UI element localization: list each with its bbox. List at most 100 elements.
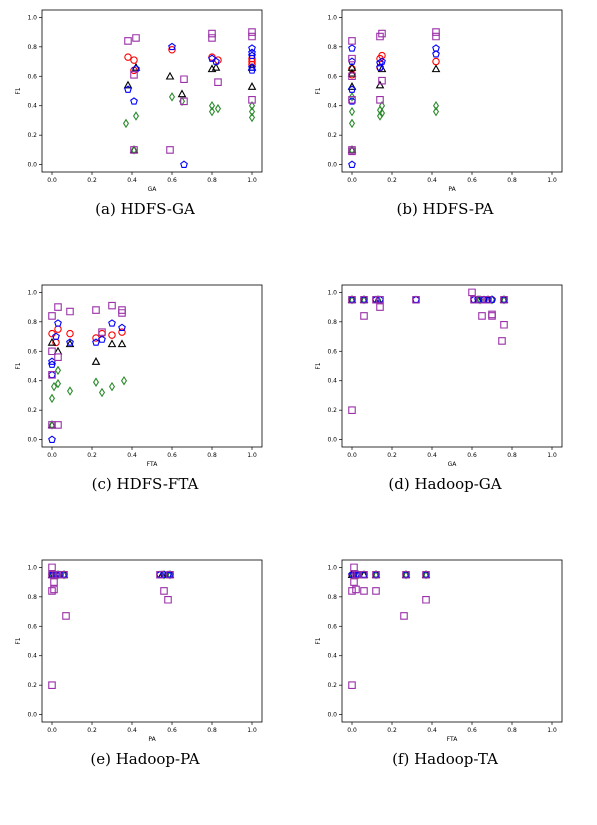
data-point-square <box>48 681 56 689</box>
chart-panel-2: 0.0 0.2 0.4 0.6 0.8 1.0 0.0 0.2 0.4 0.6 0.8 1.0 PA F1… <box>300 0 590 262</box>
y-tick-label: 0.6 <box>27 623 37 630</box>
data-point-pentagon <box>348 160 356 168</box>
data-point-square <box>376 295 384 304</box>
data-point-square <box>54 303 62 311</box>
x-tick-label: 0.4 <box>427 177 437 184</box>
data-point-circle <box>168 46 176 54</box>
data-point-pentagon <box>98 335 106 343</box>
data-point-square <box>248 96 256 104</box>
data-point-diamond <box>432 106 440 117</box>
data-point-circle <box>248 60 256 69</box>
data-point-pentagon <box>248 51 256 59</box>
data-point-square <box>48 312 56 320</box>
data-point-diamond <box>54 378 62 389</box>
y-tick-label: 0.8 <box>27 594 37 601</box>
axes-frame <box>41 9 263 173</box>
y-tick-label: 0.0 <box>27 712 37 719</box>
data-point-square <box>208 29 216 38</box>
data-point-square <box>350 563 358 572</box>
data-point-square <box>484 295 492 304</box>
data-point-square <box>54 353 62 361</box>
data-point-square <box>118 309 126 317</box>
data-point-square <box>348 681 356 689</box>
data-point-circle <box>108 331 116 339</box>
data-point-pentagon <box>54 319 62 327</box>
axes-frame <box>341 284 563 448</box>
y-tick-label: 0.2 <box>27 682 37 689</box>
series-diamond <box>122 92 256 155</box>
data-point-square <box>348 295 356 304</box>
x-tick-label: 0.8 <box>207 177 217 184</box>
subfigure-caption: (b) HDFS-PA <box>396 200 494 218</box>
x-axis-label: GA <box>148 186 158 193</box>
data-point-square <box>378 29 386 38</box>
data-point-square <box>92 306 100 314</box>
x-axis-label: PA <box>448 186 456 193</box>
y-tick-label: 0.0 <box>27 437 37 444</box>
data-point-diamond <box>108 381 116 392</box>
data-point-square <box>348 72 356 81</box>
y-tick-label: 0.0 <box>327 162 337 169</box>
series-square <box>124 28 256 154</box>
data-point-diamond <box>54 365 62 376</box>
y-axis-label: F1 <box>315 637 322 644</box>
data-point-circle <box>378 51 386 60</box>
data-point-square <box>166 146 174 154</box>
data-point-square <box>164 595 172 604</box>
y-tick-label: 0.8 <box>27 44 37 51</box>
data-point-square <box>376 32 384 41</box>
data-point-square <box>62 612 70 620</box>
x-axis-label: FTA <box>147 461 159 468</box>
x-tick-label: 0.6 <box>467 452 477 459</box>
data-point-square <box>66 307 74 316</box>
series-circle <box>48 325 126 347</box>
data-point-square <box>48 371 56 379</box>
data-point-square <box>124 37 132 45</box>
data-point-square <box>132 34 140 42</box>
series-diamond <box>48 569 174 580</box>
y-axis-label: F1 <box>15 637 22 644</box>
data-point-circle <box>118 328 126 336</box>
x-tick-label: 0.2 <box>87 727 97 734</box>
data-point-pentagon <box>212 57 220 65</box>
data-point-diamond <box>348 118 356 129</box>
data-point-pentagon <box>130 97 138 105</box>
chart-panel-3: 0.0 0.2 0.4 0.6 0.8 1.0 0.0 0.2 0.4 0.6 0.8 1.0 FTA F… <box>0 275 290 537</box>
x-tick-label: 0.6 <box>167 452 177 459</box>
data-point-square <box>166 570 174 579</box>
y-axis-label: F1 <box>15 87 22 94</box>
data-point-square <box>348 96 356 104</box>
chart-panel-6: 0.0 0.2 0.4 0.6 0.8 1.0 0.0 0.2 0.4 0.6 0.8 1.0 FTA F… <box>300 550 590 812</box>
data-point-circle <box>66 329 74 338</box>
x-tick-label: 0.8 <box>507 727 517 734</box>
data-point-diamond <box>214 103 222 114</box>
series-pentagon <box>348 44 440 168</box>
subfigure-caption: (e) Hadoop-PA <box>90 750 200 768</box>
data-point-square <box>48 587 56 595</box>
data-point-square <box>348 406 356 414</box>
data-point-square <box>108 301 116 310</box>
data-point-square <box>180 75 188 83</box>
x-tick-label: 0.4 <box>427 727 437 734</box>
data-point-triangle <box>91 357 101 365</box>
data-point-diamond <box>248 100 256 111</box>
x-tick-label: 1.0 <box>247 452 257 459</box>
data-point-pentagon <box>376 58 384 67</box>
data-point-diamond <box>348 92 356 102</box>
y-tick-label: 0.0 <box>27 162 37 169</box>
data-point-circle <box>124 53 132 61</box>
data-point-pentagon <box>52 332 60 340</box>
x-tick-label: 0.2 <box>387 727 397 734</box>
x-tick-label: 0.0 <box>347 727 357 734</box>
data-point-diamond <box>168 92 176 102</box>
data-point-square <box>378 76 386 85</box>
data-point-square <box>376 303 384 311</box>
data-point-pentagon <box>488 295 496 304</box>
data-point-pentagon <box>378 57 386 65</box>
x-tick-label: 0.4 <box>127 727 137 734</box>
data-point-square <box>48 563 56 572</box>
y-tick-label: 0.4 <box>327 103 337 110</box>
data-point-square <box>476 295 484 304</box>
subfigure-caption: (a) HDFS-GA <box>95 200 195 218</box>
scatter-plot: 0.0 0.2 0.4 0.6 0.8 1.0 0.0 0.2 0.4 0.6 0.8 1.0 FTA F… <box>315 559 563 743</box>
